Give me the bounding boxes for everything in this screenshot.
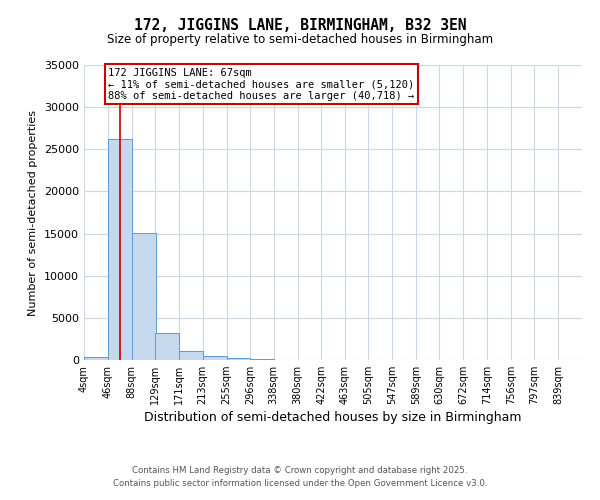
Bar (108, 139, 131, 360)
Bar (227, 358, 250, 360)
Bar (203, 356, 227, 360)
Text: Size of property relative to semi-detached houses in Birmingham: Size of property relative to semi-detach… (107, 32, 493, 46)
X-axis label: Distribution of semi-detached houses by size in Birmingham: Distribution of semi-detached houses by … (144, 412, 522, 424)
Text: 172, JIGGINS LANE, BIRMINGHAM, B32 3EN: 172, JIGGINS LANE, BIRMINGHAM, B32 3EN (134, 18, 466, 32)
Bar (84, 357, 108, 360)
Bar (155, 333, 179, 360)
Text: 172 JIGGINS LANE: 67sqm
← 11% of semi-detached houses are smaller (5,120)
88% of: 172 JIGGINS LANE: 67sqm ← 11% of semi-de… (109, 68, 415, 100)
Text: Contains HM Land Registry data © Crown copyright and database right 2025.
Contai: Contains HM Land Registry data © Crown c… (113, 466, 487, 487)
Bar (179, 350, 203, 360)
Bar (131, 232, 155, 360)
Y-axis label: Number of semi-detached properties: Number of semi-detached properties (28, 110, 38, 316)
